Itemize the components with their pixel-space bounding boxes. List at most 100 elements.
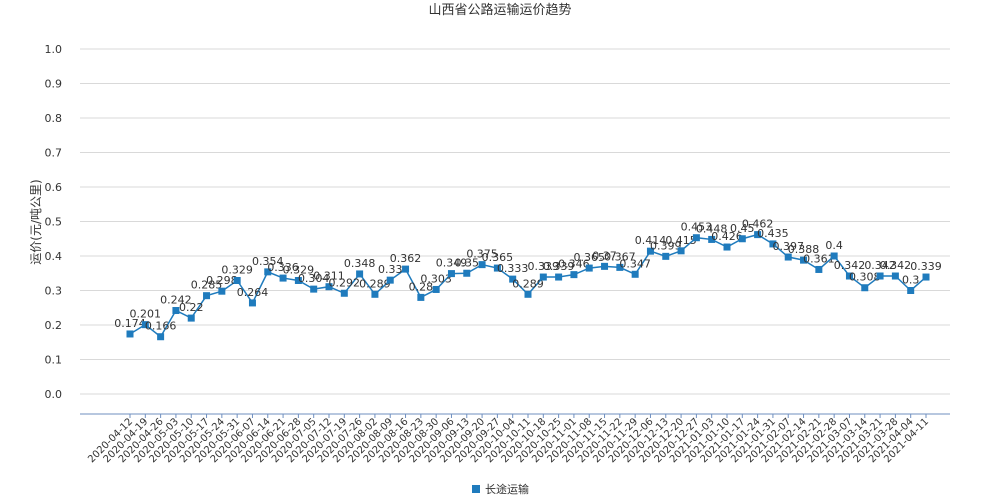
data-point[interactable] bbox=[233, 276, 241, 284]
data-label: 0.285 bbox=[191, 279, 223, 292]
data-point[interactable] bbox=[646, 247, 654, 255]
data-point[interactable] bbox=[815, 265, 823, 273]
data-label: 0.28 bbox=[409, 280, 434, 293]
grid-lines bbox=[80, 48, 950, 395]
data-label: 0.303 bbox=[420, 272, 452, 285]
data-point[interactable] bbox=[172, 307, 180, 315]
data-point[interactable] bbox=[325, 283, 333, 291]
data-label: 0.37 bbox=[592, 249, 617, 262]
data-point[interactable] bbox=[356, 270, 364, 278]
data-point[interactable] bbox=[555, 273, 563, 281]
y-tick-label: 0.7 bbox=[45, 147, 63, 160]
data-label: 0.304 bbox=[298, 272, 330, 285]
data-label: 0.174 bbox=[114, 317, 146, 330]
data-point[interactable] bbox=[631, 270, 639, 278]
data-point[interactable] bbox=[845, 272, 853, 280]
data-point[interactable] bbox=[830, 252, 838, 260]
data-point[interactable] bbox=[141, 321, 149, 329]
data-point[interactable] bbox=[524, 290, 532, 298]
y-tick-label: 0.5 bbox=[45, 216, 63, 229]
data-point[interactable] bbox=[723, 243, 731, 251]
data-point[interactable] bbox=[539, 273, 547, 281]
data-label: 0.201 bbox=[130, 308, 162, 321]
data-point[interactable] bbox=[509, 275, 517, 283]
data-point[interactable] bbox=[677, 247, 685, 255]
data-label: 0.448 bbox=[696, 222, 728, 235]
data-label: 0.388 bbox=[788, 243, 820, 256]
data-label: 0.298 bbox=[206, 274, 238, 287]
data-point[interactable] bbox=[891, 272, 899, 280]
data-point[interactable] bbox=[876, 272, 884, 280]
data-label: 0.362 bbox=[390, 252, 422, 265]
data-label: 0.435 bbox=[757, 227, 789, 240]
data-point[interactable] bbox=[310, 285, 318, 293]
data-label: 0.336 bbox=[267, 261, 299, 274]
data-label: 0.415 bbox=[665, 234, 697, 247]
data-label: 0.346 bbox=[558, 258, 590, 271]
data-label: 0.347 bbox=[619, 257, 651, 270]
y-tick-label: 0.9 bbox=[45, 78, 63, 91]
data-point[interactable] bbox=[371, 290, 379, 298]
data-point[interactable] bbox=[447, 270, 455, 278]
data-point[interactable] bbox=[784, 253, 792, 261]
data-point[interactable] bbox=[264, 268, 272, 276]
data-point[interactable] bbox=[861, 284, 869, 292]
data-point[interactable] bbox=[203, 292, 211, 300]
data-point[interactable] bbox=[463, 269, 471, 277]
data-label: 0.339 bbox=[528, 260, 560, 273]
data-point[interactable] bbox=[754, 231, 762, 239]
data-label: 0.242 bbox=[160, 294, 192, 307]
data-point[interactable] bbox=[432, 285, 440, 293]
data-point[interactable] bbox=[738, 235, 746, 243]
data-point[interactable] bbox=[493, 264, 501, 272]
data-point[interactable] bbox=[386, 276, 394, 284]
data-point[interactable] bbox=[157, 333, 165, 341]
data-point[interactable] bbox=[601, 262, 609, 270]
data-point[interactable] bbox=[478, 261, 486, 269]
data-point[interactable] bbox=[248, 299, 256, 307]
y-tick-label: 0.3 bbox=[45, 285, 63, 298]
data-label: 0.342 bbox=[880, 259, 912, 272]
data-point[interactable] bbox=[570, 271, 578, 279]
series-group: 0.1740.2010.1660.2420.220.2850.2980.3290… bbox=[114, 218, 942, 341]
data-label: 0.342 bbox=[834, 259, 866, 272]
data-label: 0.289 bbox=[512, 277, 544, 290]
data-point[interactable] bbox=[585, 264, 593, 272]
data-label: 0.329 bbox=[221, 263, 253, 276]
y-tick-label: 0.4 bbox=[45, 250, 63, 263]
legend[interactable]: 长途运输 bbox=[472, 482, 529, 496]
data-label: 0.311 bbox=[313, 270, 345, 283]
data-label: 0.4 bbox=[825, 239, 843, 252]
data-point[interactable] bbox=[402, 265, 410, 273]
data-point[interactable] bbox=[218, 287, 226, 295]
data-label: 0.3 bbox=[902, 274, 920, 287]
data-point[interactable] bbox=[417, 293, 425, 301]
data-point[interactable] bbox=[279, 274, 287, 282]
data-label: 0.339 bbox=[910, 260, 942, 273]
data-point[interactable] bbox=[340, 289, 348, 297]
data-label: 0.375 bbox=[466, 248, 498, 261]
y-tick-labels: 0.0 0.1 0.2 0.3 0.4 0.5 0.6 0.7 0.8 0.9 1.0 bbox=[45, 43, 63, 401]
data-label: 0.339 bbox=[543, 260, 575, 273]
data-point[interactable] bbox=[800, 256, 808, 264]
data-point[interactable] bbox=[126, 330, 134, 338]
y-tick-label: 0.1 bbox=[45, 354, 63, 367]
data-point[interactable] bbox=[616, 263, 624, 271]
data-point[interactable] bbox=[692, 234, 700, 242]
data-point[interactable] bbox=[187, 314, 195, 322]
data-label: 0.414 bbox=[635, 234, 667, 247]
data-label: 0.365 bbox=[482, 251, 514, 264]
y-tick-label: 0.8 bbox=[45, 112, 63, 125]
data-label: 0.426 bbox=[711, 230, 743, 243]
data-point[interactable] bbox=[907, 287, 915, 294]
data-point[interactable] bbox=[294, 276, 302, 284]
data-label: 0.329 bbox=[283, 263, 315, 276]
data-point[interactable] bbox=[662, 252, 670, 260]
data-point[interactable] bbox=[708, 235, 716, 243]
chart-title: 山西省公路运输运价趋势 bbox=[428, 2, 571, 18]
legend-marker-icon bbox=[472, 485, 480, 493]
data-point[interactable] bbox=[769, 240, 777, 248]
data-point[interactable] bbox=[922, 273, 930, 281]
data-label: 0.367 bbox=[604, 250, 636, 263]
